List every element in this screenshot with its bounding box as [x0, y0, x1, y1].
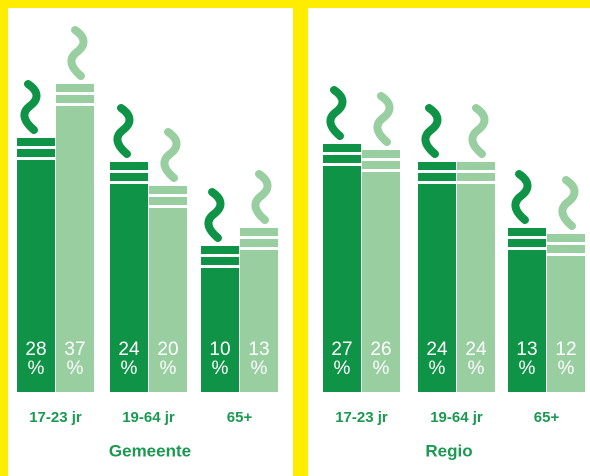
stripe — [362, 169, 400, 172]
smoke-icon — [421, 104, 442, 158]
stripe — [149, 194, 187, 197]
value-unit: % — [251, 358, 268, 379]
stripe — [201, 265, 239, 268]
stripe — [240, 236, 278, 239]
value-label: 26 — [370, 339, 391, 360]
value-label: 20 — [157, 339, 178, 360]
smoke-icon — [558, 176, 579, 230]
x-tick-label: 17-23 jr — [29, 409, 82, 426]
value-unit: % — [429, 358, 446, 379]
value-label: 13 — [248, 339, 269, 360]
bar — [418, 162, 456, 392]
smoke-icon — [326, 86, 347, 140]
value-unit: % — [212, 358, 229, 379]
value-label: 24 — [465, 339, 487, 360]
bar — [457, 162, 495, 392]
value-label: 24 — [118, 339, 140, 360]
stripe — [547, 242, 585, 245]
stripe — [240, 247, 278, 250]
smoke-icon — [251, 170, 272, 224]
value-label: 28 — [25, 339, 46, 360]
value-unit: % — [468, 358, 485, 379]
value-label: 24 — [426, 339, 448, 360]
stripe — [110, 181, 148, 184]
smoke-icon — [373, 92, 394, 146]
value-unit: % — [334, 358, 351, 379]
value-label: 12 — [555, 339, 576, 360]
value-label: 10 — [209, 339, 230, 360]
value-unit: % — [558, 358, 575, 379]
stripe — [323, 163, 361, 166]
value-unit: % — [519, 358, 536, 379]
bar — [323, 144, 361, 392]
stripe — [457, 170, 495, 173]
x-tick-label: 19-64 jr — [122, 409, 175, 426]
stripe — [418, 170, 456, 173]
bar — [547, 234, 585, 392]
x-tick-label: 65+ — [227, 409, 253, 426]
panel-title: Regio — [425, 441, 472, 460]
stripe — [17, 146, 55, 149]
value-label: 27 — [331, 339, 352, 360]
stripe — [201, 254, 239, 257]
bar — [110, 162, 148, 392]
stripe — [457, 181, 495, 184]
panel-title: Gemeente — [109, 441, 191, 460]
value-label: 37 — [64, 339, 85, 360]
bar — [508, 228, 546, 392]
stripe — [17, 157, 55, 160]
stripe — [110, 170, 148, 173]
stripe — [56, 103, 94, 106]
smoke-icon — [113, 104, 134, 158]
bar — [362, 150, 400, 392]
stripe — [547, 253, 585, 256]
smoke-icon — [468, 104, 489, 158]
stripe — [418, 181, 456, 184]
value-unit: % — [121, 358, 138, 379]
stripe — [149, 205, 187, 208]
stripe — [508, 247, 546, 250]
value-unit: % — [160, 358, 177, 379]
bar — [17, 138, 55, 392]
smoke-icon — [204, 188, 225, 242]
stripe — [323, 152, 361, 155]
stripe — [362, 158, 400, 161]
smoke-icon — [160, 128, 181, 182]
bar — [240, 228, 278, 392]
bar — [201, 246, 239, 392]
bar — [149, 186, 187, 392]
smoke-icon — [20, 80, 41, 134]
bar — [56, 84, 94, 392]
stripe — [508, 236, 546, 239]
stripe — [56, 92, 94, 95]
x-tick-label: 17-23 jr — [335, 409, 388, 426]
value-unit: % — [67, 358, 84, 379]
value-unit: % — [28, 358, 45, 379]
value-label: 13 — [516, 339, 537, 360]
smoke-icon — [67, 26, 88, 80]
smoke-icon — [511, 170, 532, 224]
x-tick-label: 19-64 jr — [430, 409, 483, 426]
x-tick-label: 65+ — [534, 409, 560, 426]
value-unit: % — [373, 358, 390, 379]
